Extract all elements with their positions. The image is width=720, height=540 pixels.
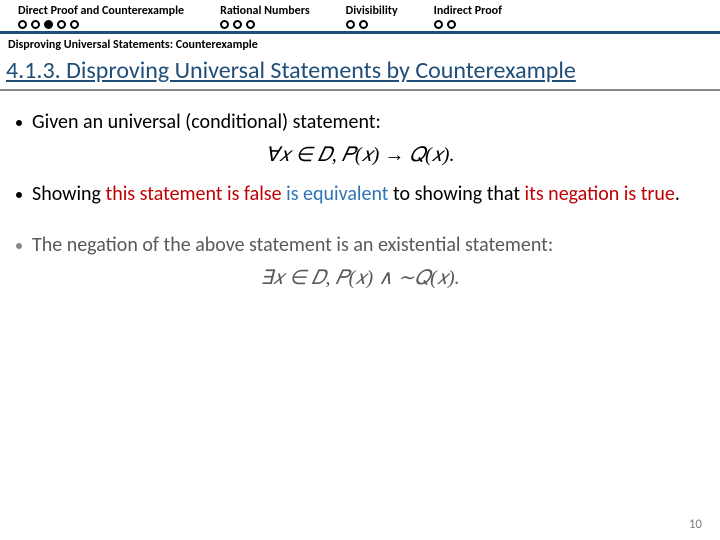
- point-1: Given an universal (conditional) stateme…: [32, 109, 381, 136]
- progress-dots: [18, 20, 184, 29]
- progress-dot-icon: [346, 20, 355, 29]
- bullet-icon: [16, 192, 22, 198]
- point-2: Showing this statement is false is equiv…: [32, 181, 680, 208]
- nav-label: Divisibility: [346, 4, 398, 18]
- text: to showing that: [389, 182, 525, 206]
- title-band: 4.1.3. Disproving Universal Statements b…: [0, 54, 720, 91]
- nav-item-0[interactable]: Direct Proof and Counterexample: [0, 0, 202, 31]
- progress-dot-icon: [220, 20, 229, 29]
- progress-dot-icon: [18, 20, 27, 29]
- breadcrumb: Disproving Universal Statements: Counter…: [0, 34, 720, 54]
- bullet-icon: [16, 243, 22, 249]
- progress-dot-icon: [246, 20, 255, 29]
- progress-dot-icon: [57, 20, 66, 29]
- nav-label: Rational Numbers: [220, 4, 310, 18]
- progress-dot-icon: [70, 20, 79, 29]
- progress-dot-icon: [447, 20, 456, 29]
- nav-item-1[interactable]: Rational Numbers: [202, 0, 328, 31]
- text: Showing: [32, 182, 106, 206]
- page-title: 4.1.3. Disproving Universal Statements b…: [6, 56, 714, 85]
- point-3: The negation of the above statement is a…: [32, 232, 553, 259]
- progress-dot-icon: [31, 20, 40, 29]
- nav-item-2[interactable]: Divisibility: [328, 0, 416, 31]
- top-nav: Direct Proof and Counterexample Rational …: [0, 0, 720, 34]
- bullet-item-1: Given an universal (conditional) stateme…: [16, 109, 704, 136]
- text-blue: is equivalent: [286, 182, 388, 206]
- text-red: this statement is false: [106, 182, 282, 206]
- progress-dot-icon: [359, 20, 368, 29]
- slide-content: Given an universal (conditional) stateme…: [0, 109, 720, 290]
- nav-item-3[interactable]: Indirect Proof: [416, 0, 520, 31]
- progress-dot-icon: [44, 20, 53, 29]
- formula-1: ∀𝑥 ∈ 𝐷, 𝑃(𝑥) → 𝑄(𝑥).: [16, 142, 704, 167]
- bullet-item-2: Showing this statement is false is equiv…: [16, 181, 704, 208]
- text-red: its negation is true: [525, 182, 675, 206]
- progress-dots: [434, 20, 502, 29]
- nav-label: Direct Proof and Counterexample: [18, 4, 184, 18]
- nav-label: Indirect Proof: [434, 4, 502, 18]
- formula-2: ∃𝑥 ∈ 𝐷, 𝑃(𝑥) ∧ ∼𝑄(𝑥).: [16, 265, 704, 290]
- progress-dot-icon: [233, 20, 242, 29]
- text: .: [675, 182, 680, 206]
- progress-dots: [220, 20, 310, 29]
- bullet-icon: [16, 120, 22, 126]
- bullet-item-3: The negation of the above statement is a…: [16, 232, 704, 259]
- progress-dot-icon: [434, 20, 443, 29]
- page-number: 10: [689, 517, 702, 532]
- progress-dots: [346, 20, 398, 29]
